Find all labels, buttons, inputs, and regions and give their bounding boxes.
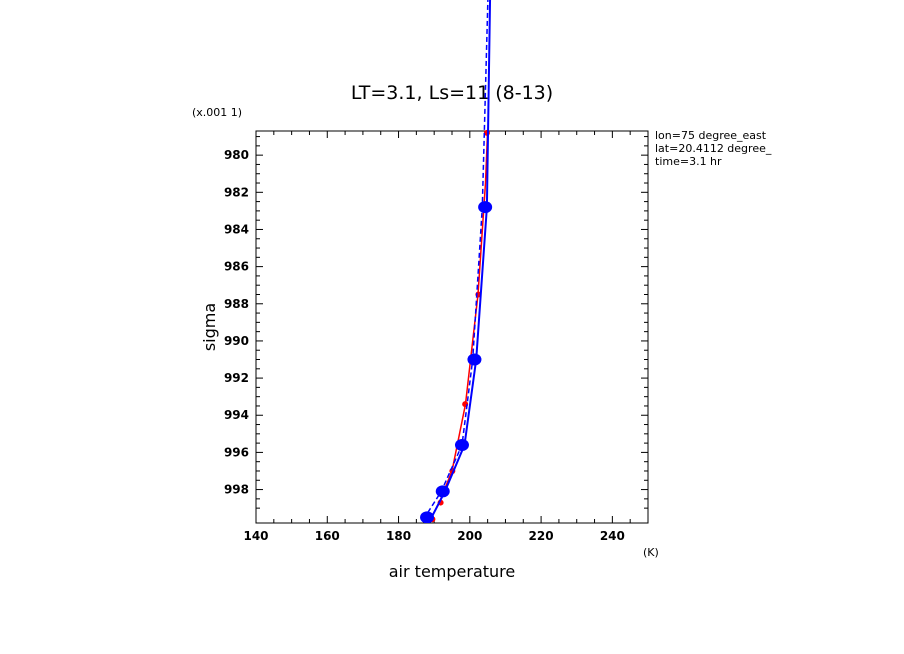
info-line-lon: lon=75 degree_east xyxy=(655,129,767,142)
x-tick-label: 200 xyxy=(457,529,482,543)
data-point xyxy=(420,511,435,523)
x-tick-label: 240 xyxy=(600,529,625,543)
y-tick-label: 980 xyxy=(224,148,249,162)
data-point xyxy=(467,353,482,366)
y-tick-label: 998 xyxy=(224,483,249,497)
x-axis-label: air temperature xyxy=(389,562,515,581)
y-tick-label: 994 xyxy=(224,408,249,422)
y-tick-label: 990 xyxy=(224,334,249,348)
y-tick-label: 986 xyxy=(224,260,249,274)
y-tick-label: 996 xyxy=(224,445,249,459)
x-tick-label: 180 xyxy=(386,529,411,543)
info-box: lon=75 degree_east lat=20.4112 degree_ t… xyxy=(655,129,772,168)
y-axis-label: sigma xyxy=(200,303,219,351)
y-scale-note: (x.001 1) xyxy=(192,106,242,119)
data-point xyxy=(435,485,450,498)
info-line-lat: lat=20.4112 degree_ xyxy=(655,142,772,155)
x-tick-label: 160 xyxy=(315,529,340,543)
axis-ticks: 140 160 180 200 220 240 980 982 984 986 988 990 992 9… xyxy=(224,131,649,543)
series-line-blue-dashed-line xyxy=(422,0,489,520)
y-tick-label: 992 xyxy=(224,371,249,385)
data-layer xyxy=(420,0,493,523)
x-tick-label: 220 xyxy=(529,529,554,543)
x-tick-label: 140 xyxy=(243,529,268,543)
data-point xyxy=(478,201,493,214)
plot-frame xyxy=(255,130,649,524)
x-axis-unit: (K) xyxy=(643,546,659,559)
y-tick-label: 988 xyxy=(224,297,249,311)
y-tick-label: 984 xyxy=(224,222,249,236)
chart-title: LT=3.1, Ls=11 (8-13) xyxy=(351,82,553,104)
y-tick-label: 982 xyxy=(224,185,249,199)
data-point xyxy=(454,438,469,451)
info-line-time: time=3.1 hr xyxy=(655,155,722,168)
